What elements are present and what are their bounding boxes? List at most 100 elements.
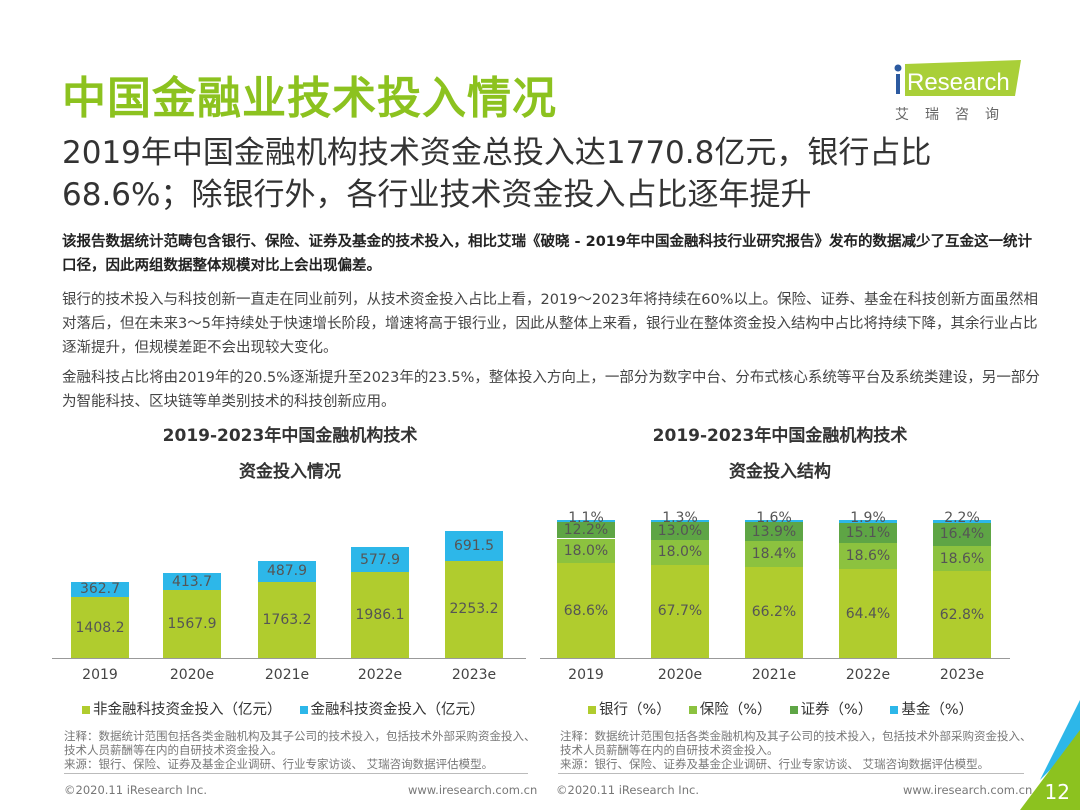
bar-segment: 1.3%	[651, 510, 709, 526]
bar-segment: 18.0%	[557, 538, 615, 564]
data-label: 1.9%	[850, 510, 886, 527]
data-label: 1986.1	[355, 607, 405, 624]
legend-item: 银行（%）	[588, 698, 671, 719]
chart1-x-axis	[52, 658, 526, 659]
bar-2020e: 1567.9 413.7	[163, 572, 221, 658]
page-title: 中国金融业技术投入情况	[62, 73, 557, 124]
bar-2021e: 1763.2 487.9	[258, 560, 316, 658]
note-text: 注释：数据统计范围包括各类金融机构及其子公司的技术投入，包括技术外部采购资金投入…	[64, 729, 536, 757]
data-label: 68.6%	[563, 602, 609, 619]
data-label: 64.4%	[845, 605, 891, 622]
data-label: 13.0%	[657, 522, 703, 539]
x-tick-label: 2019	[568, 667, 604, 683]
bar-segment: 487.9	[258, 560, 316, 582]
data-label: 1763.2	[262, 611, 312, 628]
chart1-title-line1: 2019-2023年中国金融机构技术	[162, 426, 418, 446]
bar-2021e: 66.2% 18.4% 13.9% 1.6%	[745, 510, 803, 658]
svg-text:Research: Research	[907, 69, 1010, 96]
chart1-title-line2: 资金投入情况	[239, 462, 341, 482]
chart1-legend: 非金融科技资金投入（亿元） 金融科技资金投入（亿元）	[82, 698, 485, 719]
legend-item: 非金融科技资金投入（亿元）	[82, 698, 282, 719]
data-label: 18.6%	[939, 550, 985, 567]
chart2-title-line2: 资金投入结构	[729, 462, 831, 482]
subtitle: 2019年中国金融机构技术资金总投入达1770.8亿元，银行占比68.6%；除银…	[62, 135, 932, 213]
bar-segment: 18.0%	[651, 539, 709, 565]
copyright: ©2020.11 iResearch Inc.	[64, 783, 207, 797]
bar-segment: 12.2%	[557, 521, 615, 539]
page-number: 12	[1044, 780, 1070, 804]
x-tick-label: 2020e	[657, 667, 703, 683]
bar-segment: 1.6%	[745, 510, 803, 526]
bar-segment: 362.7	[71, 581, 129, 598]
data-label: 1.3%	[662, 510, 698, 527]
paragraph-2: 金融科技占比将由2019年的20.5%逐渐提升至2023年的23.5%，整体投入…	[62, 370, 1040, 410]
source-text: 来源：银行、保险、证券及基金企业调研、行业专家访谈、 艾瑞咨询数据评估模型。	[64, 757, 494, 771]
bar-segment: 577.9	[351, 547, 409, 573]
data-label: 487.9	[266, 563, 308, 580]
data-label: 691.5	[453, 537, 495, 554]
data-label: 413.7	[171, 573, 213, 590]
legend-item: 基金（%）	[890, 698, 973, 719]
legend-item: 保险（%）	[688, 698, 772, 719]
logo-chinese: 艾瑞咨询	[895, 107, 1015, 123]
bar-2023e: 62.8% 18.6% 16.4% 2.2%	[933, 510, 991, 658]
bar-2019: 68.6% 18.0% 12.2% 1.1%	[557, 510, 615, 658]
legend-label: 保险（%）	[699, 702, 772, 718]
data-label: 2253.2	[449, 601, 499, 618]
note-text: 注释：数据统计范围包括各类金融机构及其子公司的技术投入，包括技术外部采购资金投入…	[560, 729, 1032, 757]
legend-label: 非金融科技资金投入（亿元）	[93, 702, 282, 718]
legend-label: 基金（%）	[901, 702, 974, 718]
divider	[64, 773, 528, 774]
chart2-title-line1: 2019-2023年中国金融机构技术	[652, 426, 908, 446]
chart2-legend: 银行（%） 保险（%） 证券（%） 基金（%）	[588, 698, 973, 719]
data-label: 16.4%	[939, 526, 985, 543]
bar-segment: 62.8%	[933, 571, 991, 658]
x-tick-label: 2021e	[264, 667, 310, 683]
legend-item: 金融科技资金投入（亿元）	[299, 698, 485, 719]
data-label: 1.1%	[568, 510, 604, 527]
data-label: 12.2%	[563, 522, 609, 539]
bar-segment: 64.4%	[839, 569, 897, 658]
data-label: 362.7	[79, 581, 121, 598]
x-tick-label: 2021e	[751, 667, 797, 683]
bar-segment: 16.4%	[933, 523, 991, 546]
data-label: 1408.2	[75, 619, 125, 636]
bar-segment: 1.1%	[557, 510, 615, 526]
data-label: 1.6%	[756, 509, 792, 526]
data-label: 67.7%	[657, 603, 703, 620]
source-text: 来源：银行、保险、证券及基金企业调研、行业专家访谈、 艾瑞咨询数据评估模型。	[560, 757, 990, 771]
x-tick-label: 2019	[82, 667, 118, 683]
divider	[558, 773, 1024, 774]
bar-2023e: 2253.2 691.5	[445, 531, 503, 658]
x-tick-label: 2020e	[169, 667, 215, 683]
bar-segment: 1986.1	[351, 572, 409, 658]
bar-2019: 1408.2 362.7	[71, 581, 129, 658]
bar-segment: 67.7%	[651, 564, 709, 658]
bar-segment: 1763.2	[258, 582, 316, 658]
bar-segment: 18.6%	[933, 545, 991, 572]
chart2-title: 2019-2023年中国金融机构技术 资金投入结构	[570, 418, 990, 490]
chart1-title: 2019-2023年中国金融机构技术 资金投入情况	[80, 418, 500, 490]
bar-segment: 15.1%	[839, 522, 897, 544]
chart2-note: 注释：数据统计范围包括各类金融机构及其子公司的技术投入，包括技术外部采购资金投入…	[560, 729, 1040, 771]
bar-segment: 13.0%	[651, 521, 709, 540]
x-tick-label: 2023e	[451, 667, 497, 683]
website: www.iresearch.com.cn	[903, 783, 1033, 797]
paragraph-1: 银行的技术投入与科技创新一直走在同业前列，从技术资金投入占比上看，2019～20…	[62, 292, 1039, 356]
website: www.iresearch.com.cn	[408, 783, 538, 797]
data-label: 577.9	[359, 551, 401, 568]
data-label: 2.2%	[944, 510, 980, 527]
bar-segment: 18.6%	[839, 543, 897, 570]
bar-segment: 13.9%	[745, 522, 803, 542]
iresearch-logo: Research	[894, 60, 1021, 96]
chart2-x-axis	[540, 658, 1010, 659]
chart1-note: 注释：数据统计范围包括各类金融机构及其子公司的技术投入，包括技术外部采购资金投入…	[64, 729, 544, 771]
x-tick-label: 2023e	[939, 667, 985, 683]
legend-label: 金融科技资金投入（亿元）	[310, 702, 485, 718]
bar-segment: 68.6%	[557, 563, 615, 658]
legend-label: 银行（%）	[599, 702, 671, 718]
data-label: 18.0%	[657, 544, 703, 561]
copyright: ©2020.11 iResearch Inc.	[556, 783, 699, 797]
legend-label: 证券（%）	[800, 702, 873, 718]
bar-segment: 1408.2	[71, 597, 129, 658]
